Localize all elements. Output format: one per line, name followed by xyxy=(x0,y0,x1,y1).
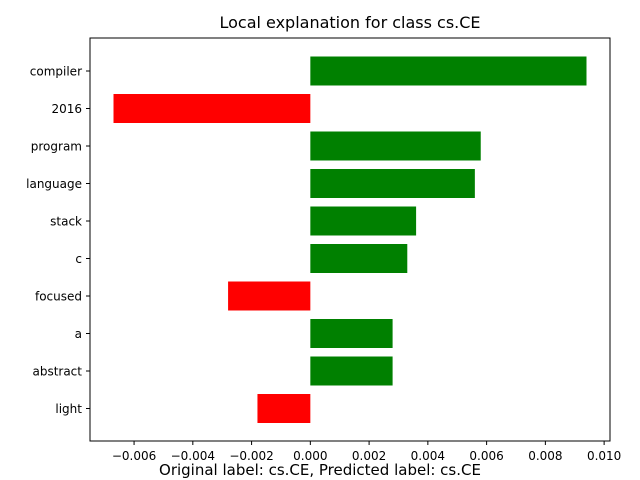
y-tick-label: c xyxy=(75,252,82,266)
x-tick-label: 0.010 xyxy=(587,449,621,463)
y-tick-label: abstract xyxy=(32,365,82,379)
chart-caption: Original label: cs.CE, Predicted label: … xyxy=(159,461,481,479)
y-tick-label: compiler xyxy=(30,65,82,79)
plot-frame xyxy=(89,37,611,442)
chart-title: Local explanation for class cs.CE xyxy=(219,13,480,32)
y-tick-label: a xyxy=(75,327,82,341)
x-tick-label: 0.004 xyxy=(411,449,445,463)
y-tick-label: light xyxy=(55,402,82,416)
bar-focused xyxy=(228,281,311,311)
y-tick-label: language xyxy=(26,177,82,191)
bar-compiler xyxy=(310,56,587,86)
bar-c xyxy=(310,244,408,273)
bar-light xyxy=(257,394,311,423)
x-axis-ticks: −0.006 −0.004 −0.002 0.000 0.002 0.004 0.006 0.… xyxy=(112,441,621,463)
x-tick-label: 0.000 xyxy=(293,449,327,463)
bar-a xyxy=(310,319,393,348)
y-tick-label: 2016 xyxy=(51,102,82,116)
bar-stack xyxy=(310,206,417,236)
y-tick-label: focused xyxy=(35,290,82,304)
y-tick-label: program xyxy=(31,140,82,154)
y-axis-ticks: compiler 2016 program language stack c focused… xyxy=(26,65,90,416)
x-tick-label: −0.002 xyxy=(229,449,273,463)
bar-group xyxy=(113,56,587,423)
x-tick-label: −0.004 xyxy=(171,449,215,463)
y-tick-label: stack xyxy=(50,215,82,229)
bar-abstract xyxy=(310,356,393,386)
bar-2016 xyxy=(113,94,311,123)
x-tick-label: 0.008 xyxy=(528,449,562,463)
bar-program xyxy=(310,131,481,161)
x-tick-label: −0.006 xyxy=(112,449,156,463)
x-tick-label: 0.002 xyxy=(352,449,386,463)
x-tick-label: 0.006 xyxy=(469,449,503,463)
bar-language xyxy=(310,169,475,198)
